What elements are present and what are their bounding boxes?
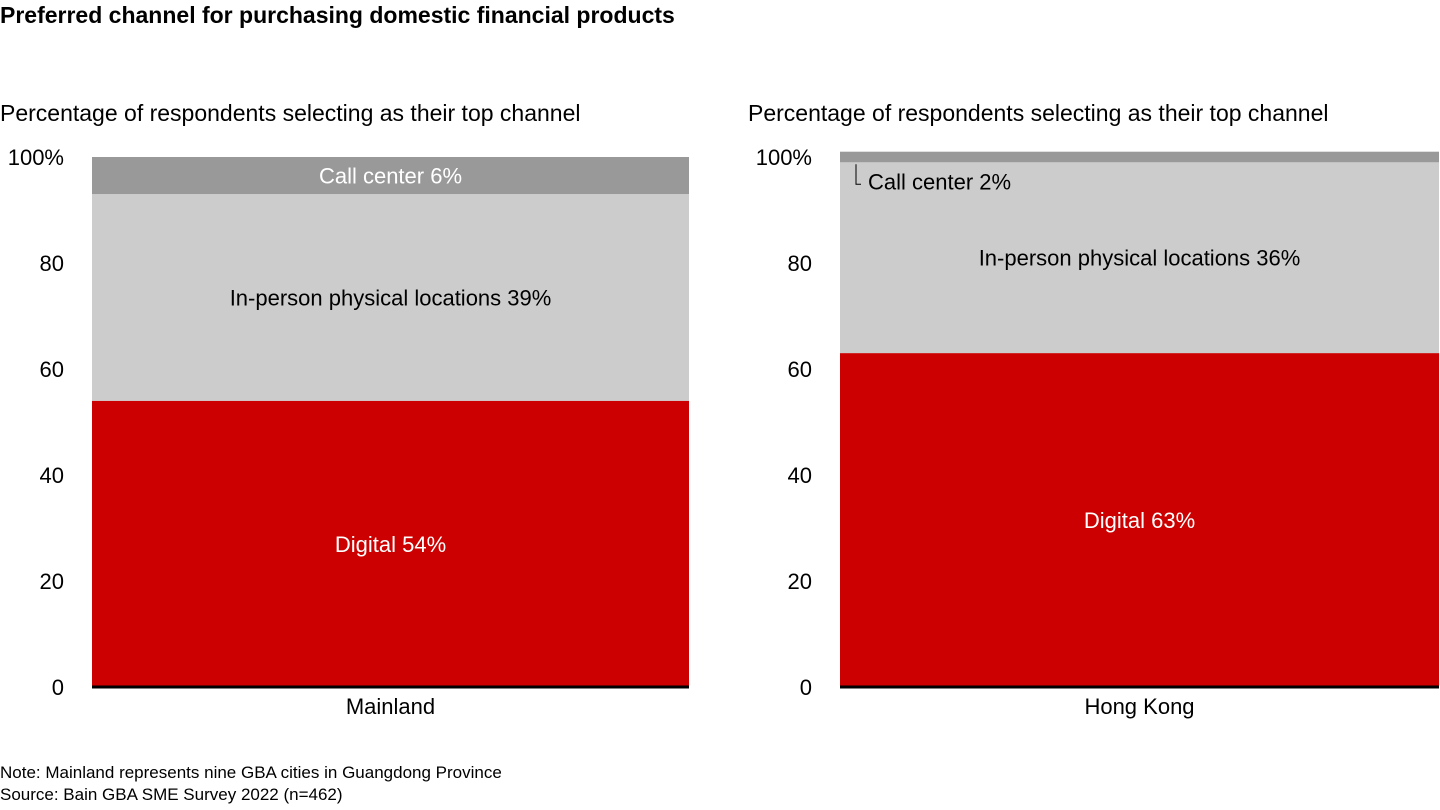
hong-kong-ytick-1: 20 bbox=[788, 569, 812, 594]
footnote: Note: Mainland represents nine GBA citie… bbox=[0, 763, 502, 782]
mainland-ytick-3: 60 bbox=[40, 357, 64, 382]
hong-kong-ytick-0: 0 bbox=[800, 675, 812, 700]
chart-title: Preferred channel for purchasing domesti… bbox=[0, 2, 675, 28]
hong-kong-bar-in-person-physical-locations bbox=[840, 162, 1439, 354]
mainland-ytick-4: 80 bbox=[40, 251, 64, 276]
hong-kong-ytick-4: 80 bbox=[788, 251, 812, 276]
mainland-ytick-0: 0 bbox=[52, 675, 64, 700]
hong-kong-ytick-3: 60 bbox=[788, 357, 812, 382]
hong-kong-label-digital: Digital 63% bbox=[1084, 508, 1195, 533]
mainland-ytick-2: 40 bbox=[40, 463, 64, 488]
mainland-label-digital: Digital 54% bbox=[335, 532, 446, 557]
hong-kong-subtitle: Percentage of respondents selecting as t… bbox=[748, 100, 1329, 126]
source-note: Source: Bain GBA SME Survey 2022 (n=462) bbox=[0, 785, 343, 804]
mainland-category-label: Mainland bbox=[346, 694, 435, 719]
hong-kong-ytick-5: 100% bbox=[756, 145, 812, 170]
hong-kong-label-call-center: Call center 2% bbox=[868, 169, 1011, 194]
hong-kong-ytick-2: 40 bbox=[788, 463, 812, 488]
mainland-ytick-1: 20 bbox=[40, 569, 64, 594]
hong-kong-label-in-person-physical-locations: In-person physical locations 36% bbox=[979, 246, 1301, 271]
mainland-bar-in-person-physical-locations bbox=[92, 194, 689, 401]
hong-kong-category-label: Hong Kong bbox=[1084, 694, 1194, 719]
mainland-bar-digital bbox=[92, 400, 689, 687]
mainland-bar-call-center bbox=[92, 157, 689, 195]
hong-kong-bar-call-center bbox=[840, 151, 1439, 163]
hong-kong-leader-call-center bbox=[855, 164, 861, 185]
mainland-label-in-person-physical-locations: In-person physical locations 39% bbox=[230, 285, 552, 310]
mainland-ytick-5: 100% bbox=[8, 145, 64, 170]
mainland-label-call-center: Call center 6% bbox=[319, 164, 462, 189]
mainland-subtitle: Percentage of respondents selecting as t… bbox=[0, 100, 581, 126]
hong-kong-bar-digital bbox=[840, 353, 1439, 687]
